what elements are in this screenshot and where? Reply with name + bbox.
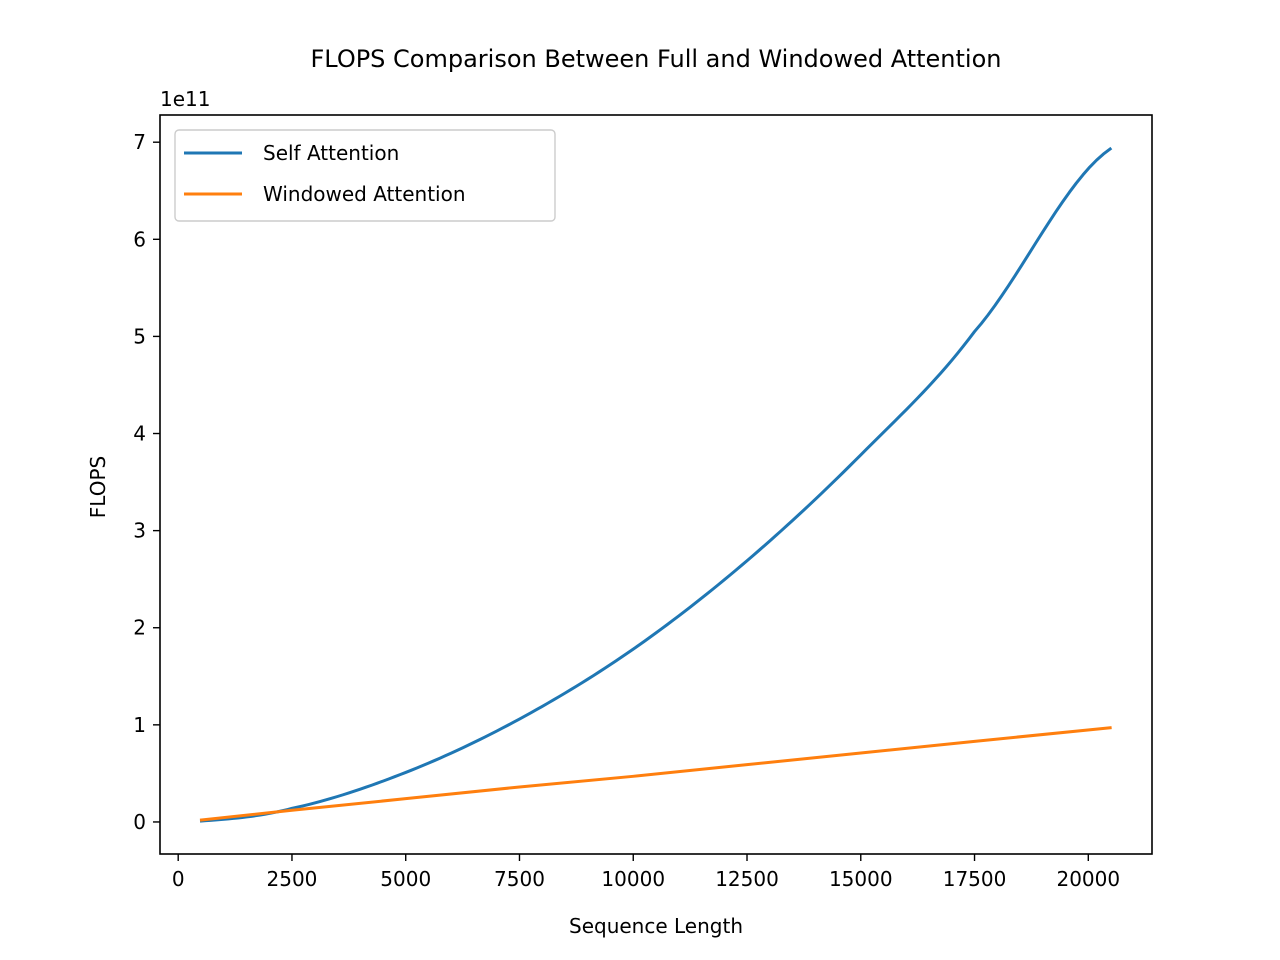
y-tick-label: 4: [133, 422, 146, 446]
y-offset-label: 1e11: [160, 87, 210, 111]
plot-frame: [159, 114, 1153, 855]
y-axis-label: FLOPS: [86, 456, 110, 518]
x-tick-label: 20000: [1056, 867, 1120, 891]
x-tick-label: 15000: [829, 867, 893, 891]
x-tick-label: 5000: [380, 867, 431, 891]
y-tick-label: 1: [133, 713, 146, 737]
y-tick-label: 7: [133, 130, 146, 154]
chart-title: FLOPS Comparison Between Full and Window…: [311, 45, 1002, 73]
x-tick-label: 7500: [494, 867, 545, 891]
x-tick-label: 2500: [267, 867, 318, 891]
legend: Self Attention Windowed Attention: [174, 129, 556, 222]
y-tick-label: 0: [133, 810, 146, 834]
ticks-layer: 0 2500 5000 7500 10000 12500 15000 17500 20000 0 1…: [133, 130, 1120, 891]
lines-layer: [199, 146, 1113, 823]
y-tick-label: 5: [133, 324, 146, 348]
y-tick-label: 2: [133, 616, 146, 640]
series-line-1: [199, 726, 1112, 822]
legend-label: Self Attention: [263, 141, 399, 165]
x-tick-label: 10000: [601, 867, 665, 891]
x-tick-label: 12500: [715, 867, 779, 891]
legend-box: [174, 129, 556, 222]
series-line-0: [199, 146, 1113, 823]
x-tick-label: 0: [172, 867, 185, 891]
y-tick-label: 3: [133, 519, 146, 543]
legend-label: Windowed Attention: [263, 182, 466, 206]
x-tick-label: 17500: [943, 867, 1007, 891]
x-axis-label: Sequence Length: [569, 914, 743, 938]
y-tick-label: 6: [133, 227, 146, 251]
